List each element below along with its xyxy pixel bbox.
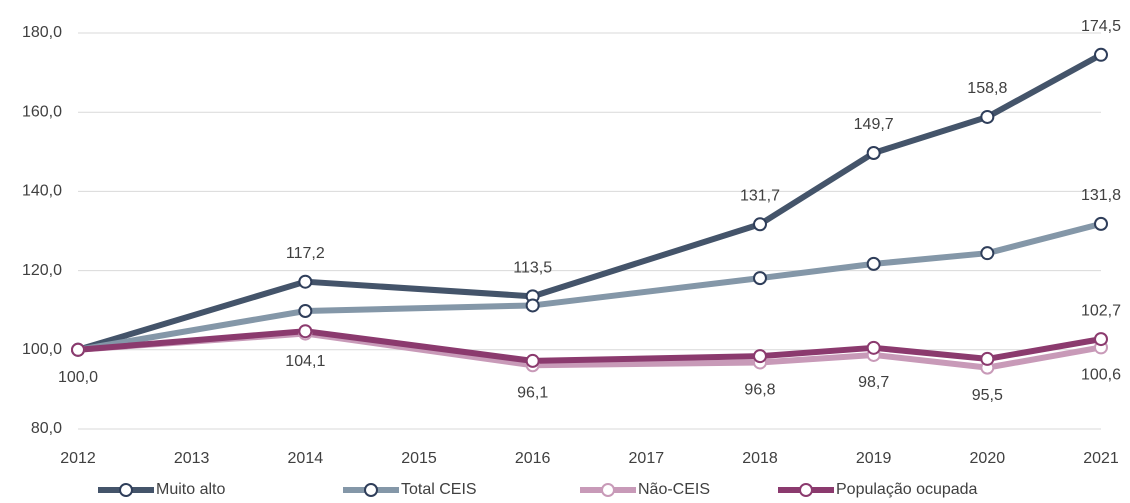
legend-marker (799, 483, 813, 497)
data-point (866, 340, 881, 355)
data-point (980, 109, 995, 124)
data-point (753, 217, 767, 232)
data-label: 149,7 (854, 116, 894, 133)
data-point (298, 324, 313, 339)
x-tick-label: 2012 (60, 450, 96, 467)
data-point (753, 349, 767, 364)
legend-label: Total CEIS (401, 481, 477, 498)
data-label: 96,1 (517, 384, 548, 401)
data-point (1094, 47, 1108, 62)
data-point (71, 342, 85, 357)
data-label: 158,8 (967, 80, 1007, 97)
data-point (1094, 332, 1108, 347)
data-label: 113,5 (513, 260, 552, 277)
data-label: 131,8 (1081, 187, 1121, 204)
data-label: 104,1 (285, 353, 325, 370)
data-point (866, 256, 881, 271)
legend-marker (119, 483, 133, 497)
y-tick-label: 120,0 (22, 262, 62, 279)
x-tick-label: 2016 (515, 450, 551, 467)
data-point (525, 353, 540, 368)
data-point (298, 303, 313, 318)
y-tick-label: 140,0 (22, 183, 62, 200)
data-point (980, 351, 995, 366)
data-label: 98,7 (858, 374, 889, 391)
data-point (753, 271, 767, 286)
data-label: 100,6 (1081, 367, 1121, 384)
data-point (298, 274, 313, 289)
legend-marker (364, 483, 378, 497)
x-tick-label: 2013 (174, 450, 210, 467)
x-tick-label: 2015 (401, 450, 437, 467)
x-tick-label: 2018 (742, 450, 778, 467)
y-tick-label: 80,0 (31, 420, 62, 437)
y-tick-label: 160,0 (22, 103, 62, 120)
data-label: 96,8 (744, 382, 775, 399)
x-tick-label: 2014 (288, 450, 324, 467)
series-line (77, 52, 1103, 353)
data-label: 100,0 (58, 369, 98, 386)
data-label: 174,5 (1081, 18, 1121, 35)
x-tick-label: 2020 (970, 450, 1006, 467)
data-label: 131,7 (740, 187, 780, 204)
legend-marker (601, 483, 615, 497)
data-point (980, 246, 995, 261)
y-tick-label: 100,0 (22, 341, 62, 358)
data-label: 95,5 (972, 387, 1003, 404)
series-line (77, 328, 1102, 364)
series-line (77, 220, 1102, 353)
data-point (866, 145, 881, 160)
x-tick-label: 2019 (856, 450, 892, 467)
legend-label: Muito alto (156, 481, 225, 498)
y-tick-label: 180,0 (22, 24, 62, 41)
legend-label: População ocupada (836, 481, 978, 498)
x-tick-label: 2021 (1083, 450, 1119, 467)
data-point (525, 298, 540, 313)
legend-label: Não-CEIS (638, 481, 710, 498)
x-tick-label: 2017 (629, 450, 665, 467)
data-label: 117,2 (286, 245, 325, 262)
data-point (1094, 216, 1108, 231)
data-label: 102,7 (1081, 302, 1121, 319)
